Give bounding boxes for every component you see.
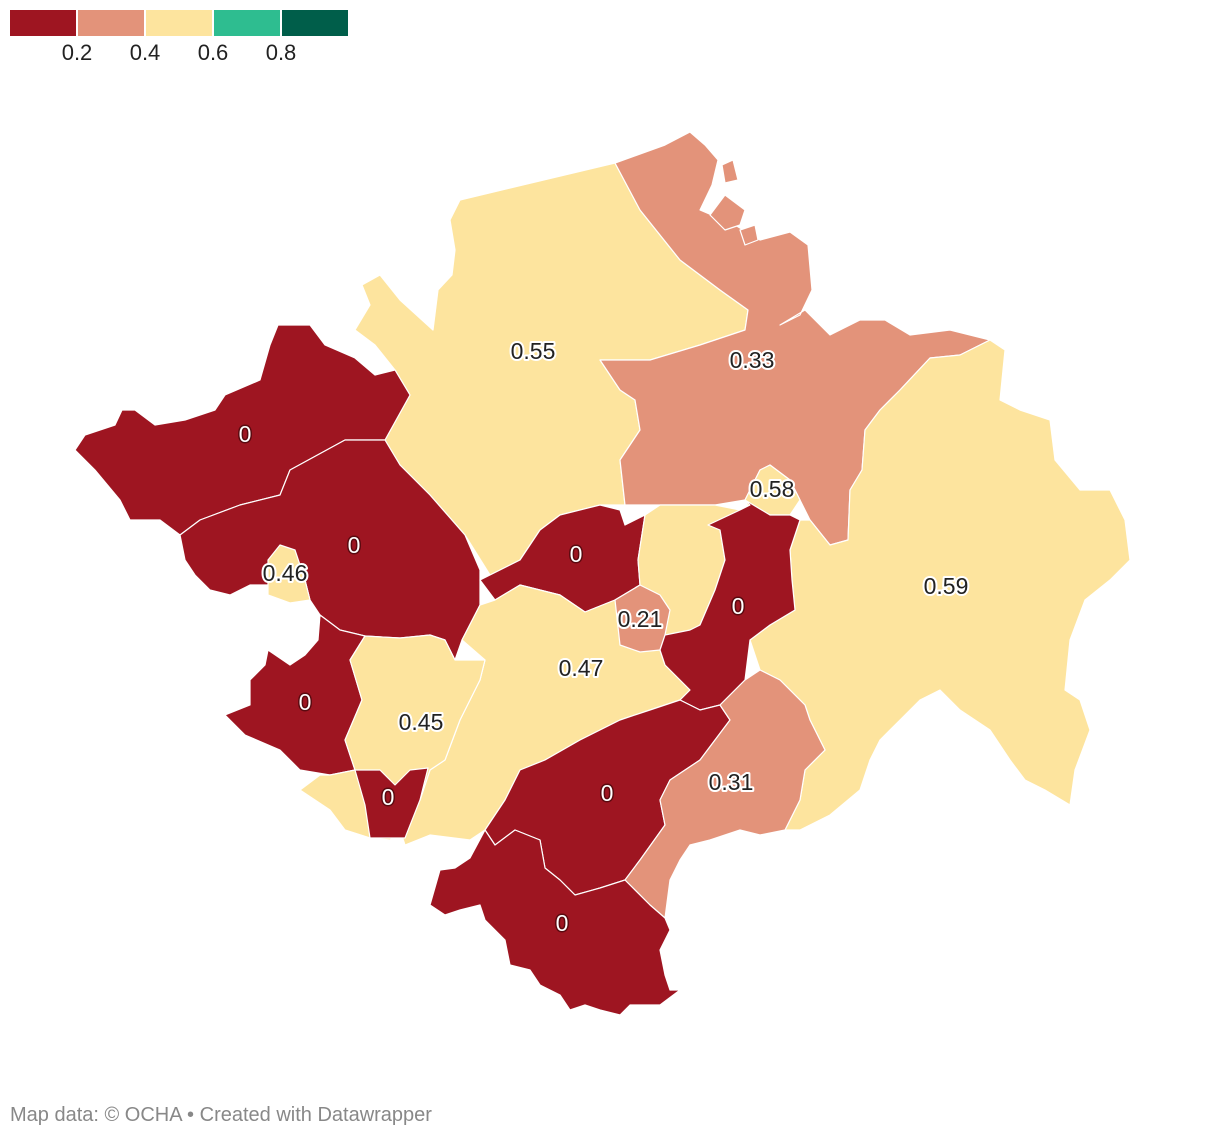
region-label-west-center: 0	[348, 532, 361, 558]
region-southeast[interactable]	[624, 669, 826, 919]
region-label-southwest-small: 0	[382, 784, 395, 810]
region-label-south-center: 0	[601, 780, 614, 806]
region-northeast-islet-c	[739, 224, 759, 246]
region-label-northeast: 0.33	[730, 347, 775, 373]
legend-tick-4: 0.8	[266, 40, 297, 65]
region-label-south: 0	[556, 910, 569, 936]
legend-swatch-4	[214, 10, 280, 36]
legend-tick-1: 0.2	[62, 40, 93, 65]
region-northeast-islet-a	[721, 159, 739, 184]
legend-swatch-1	[10, 10, 76, 36]
region-label-center-small: 0.21	[618, 606, 663, 632]
region-northeast-islet-b	[709, 194, 746, 231]
footer-separator: •	[187, 1104, 195, 1126]
footer-source: Map data: © OCHA	[10, 1104, 182, 1126]
region-label-southeast: 0.31	[709, 769, 754, 795]
legend-tick-3: 0.6	[198, 40, 229, 65]
legend-tick-2: 0.4	[130, 40, 161, 65]
legend-swatch-3	[146, 10, 212, 36]
legend-swatch-2	[78, 10, 144, 36]
region-west-south[interactable]	[224, 614, 366, 776]
region-label-center-strip: 0	[732, 593, 745, 619]
region-label-southwest: 0.45	[399, 709, 444, 735]
footer: Map data: © OCHA • Created with Datawrap…	[10, 1104, 432, 1127]
region-label-west-south: 0	[299, 689, 312, 715]
region-west-north[interactable]	[74, 324, 411, 536]
region-label-center-north: 0	[570, 541, 583, 567]
region-label-east-large: 0.59	[924, 573, 969, 599]
region-label-center: 0.47	[559, 655, 604, 681]
region-east-large[interactable]	[749, 339, 1131, 831]
region-label-small-center: 0.58	[750, 476, 795, 502]
region-label-west-north: 0	[239, 421, 252, 447]
region-label-north-large: 0.55	[511, 338, 556, 364]
color-legend: 0.2 0.4 0.6 0.8	[10, 10, 348, 65]
region-label-enclave: 0.46	[263, 560, 308, 586]
legend-swatch-5	[282, 10, 348, 36]
footer-credit-link[interactable]: Created with Datawrapper	[199, 1104, 432, 1126]
region-southwest-small[interactable]	[354, 767, 429, 839]
region-south[interactable]	[429, 829, 681, 1016]
region-enclave[interactable]	[267, 544, 311, 604]
